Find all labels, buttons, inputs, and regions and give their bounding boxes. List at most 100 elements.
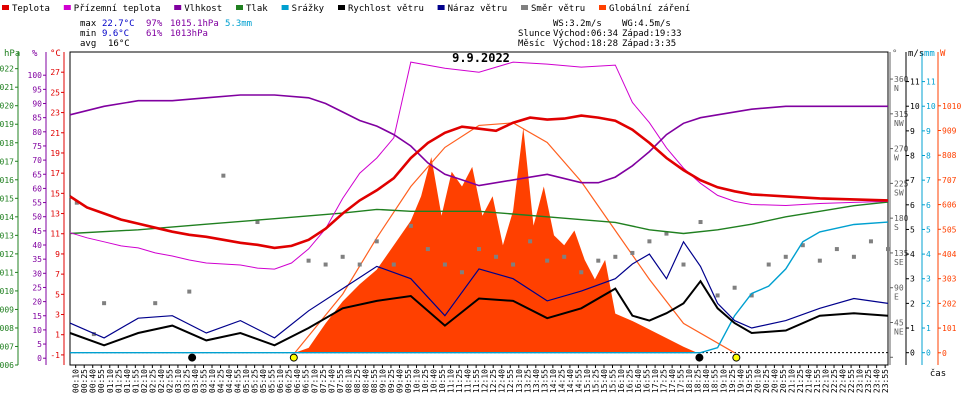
x-tick-label-89: 22:25 — [830, 369, 839, 393]
x-tick-label-32: 08:10 — [344, 369, 353, 393]
x-tick-label-5: 01:25 — [114, 369, 123, 393]
stats-max-press: 1015.1hPa — [170, 19, 219, 29]
wind-direction-point-29 — [681, 262, 686, 267]
x-tick-label-59: 14:55 — [574, 369, 583, 393]
left-tick-label-1-20: 100 — [28, 71, 43, 80]
left-axis-unit-2: °C — [50, 49, 61, 59]
x-tick-label-25: 06:25 — [285, 369, 294, 393]
x-tick-label-36: 09:10 — [378, 369, 387, 393]
wind-direction-point-41 — [886, 247, 890, 252]
x-tick-label-41: 10:25 — [421, 369, 430, 393]
left-tick-label-1-19: 95 — [32, 85, 42, 94]
plot-area — [69, 51, 890, 366]
x-tick-label-78: 19:40 — [736, 369, 745, 393]
right-tick-label-2-10: 10 — [926, 102, 936, 111]
x-tick-label-53: 13:25 — [523, 369, 532, 393]
x-tick-label-71: 17:55 — [677, 369, 686, 393]
x-tick-label-85: 21:25 — [796, 369, 805, 393]
moon-label: Měsíc — [518, 39, 545, 49]
sun-label: Slunce — [518, 29, 551, 39]
right-tick-label-3-6: 606 — [942, 201, 957, 210]
right-tick-label-3-8: 808 — [942, 151, 957, 160]
legend-swatch-7 — [521, 5, 528, 10]
x-tick-label-81: 20:25 — [762, 369, 771, 393]
x-tick-label-91: 22:55 — [847, 369, 856, 393]
x-tick-label-40: 10:10 — [413, 369, 422, 393]
x-tick-label-66: 16:40 — [634, 369, 643, 393]
x-tick-label-57: 14:25 — [557, 369, 566, 393]
right-tick-label-1-9: 9 — [910, 127, 915, 136]
right-tick-label-3-4: 404 — [942, 250, 957, 259]
chart-title: 9.9.2022 — [452, 51, 510, 65]
wind-direction-point-5 — [221, 173, 226, 178]
right-axis-unit-1: m/s — [908, 49, 924, 59]
left-tick-label-1-9: 45 — [32, 227, 42, 236]
series-rain — [70, 221, 889, 354]
wind-direction-point-6 — [255, 220, 260, 225]
x-tick-label-8: 02:10 — [140, 369, 149, 393]
x-tick-label-77: 19:25 — [728, 369, 737, 393]
right-tick-label-1-2: 2 — [910, 299, 915, 308]
wind-direction-point-36 — [800, 243, 805, 248]
x-tick-label-72: 18:10 — [685, 369, 694, 393]
right-tick-label-3-10: 1010 — [942, 102, 961, 111]
x-tick-label-33: 08:25 — [353, 369, 362, 393]
right-tick-label-2-0: 0 — [926, 349, 931, 358]
right-tick-label-2-7: 7 — [926, 176, 931, 185]
x-tick-label-23: 05:55 — [268, 369, 277, 393]
wind-direction-point-4 — [187, 289, 192, 294]
left-tick-label-0-7: 1013 — [0, 231, 14, 240]
left-tick-label-2-3: 5 — [55, 290, 60, 299]
stats-min-press: 1013hPa — [170, 29, 208, 39]
x-tick-label-76: 19:10 — [719, 369, 728, 393]
x-tick-label-24: 06:10 — [276, 369, 285, 393]
wind-direction-point-0 — [74, 200, 79, 205]
wind-direction-point-39 — [851, 254, 856, 259]
x-tick-label-49: 12:25 — [489, 369, 498, 393]
wind-direction-point-11 — [374, 239, 379, 244]
wind-direction-point-38 — [834, 247, 839, 252]
x-tick-label-62: 15:40 — [600, 369, 609, 393]
left-tick-label-2-5: 9 — [55, 250, 60, 259]
x-tick-label-13: 03:25 — [182, 369, 191, 393]
x-tick-label-9: 02:25 — [148, 369, 157, 393]
right-axis-unit-0: ° — [892, 49, 897, 59]
left-tick-label-2-10: 19 — [50, 149, 60, 158]
right-tick-label-0-3: 135 — [894, 249, 909, 258]
x-tick-label-30: 07:40 — [327, 369, 336, 393]
wind-direction-point-25 — [613, 254, 618, 259]
series-wind-speed — [69, 279, 889, 347]
series-humidity — [69, 94, 888, 187]
x-tick-label-3: 00:55 — [97, 369, 106, 393]
series-radiation-area — [294, 127, 698, 353]
x-tick-label-11: 02:55 — [165, 369, 174, 393]
x-tick-label-93: 23:25 — [864, 369, 873, 393]
astro-markers — [188, 353, 741, 362]
legend-swatch-2 — [174, 5, 182, 10]
left-tick-label-1-13: 65 — [32, 170, 42, 179]
series-ground-temperature — [69, 61, 889, 270]
right-tick-label-3-9: 909 — [942, 126, 957, 135]
right-tick-label-3-1: 101 — [942, 324, 957, 333]
left-tick-label-0-9: 1015 — [0, 194, 14, 203]
x-tick-label-68: 17:10 — [651, 369, 660, 393]
wind-direction-point-14 — [425, 247, 430, 252]
right-tick-label-2-2: 2 — [926, 299, 931, 308]
right-tick-label-2-11: 11 — [926, 78, 936, 87]
right-tick-label-3-5: 505 — [942, 225, 957, 234]
sunset-time: Západ:19:33 — [622, 29, 682, 39]
x-tick-label-52: 13:10 — [515, 369, 524, 393]
left-tick-label-1-1: 5 — [37, 340, 42, 349]
right-tick-label-0-7: 315 — [894, 110, 909, 119]
left-tick-label-1-0: 0 — [37, 354, 42, 363]
x-tick-label-84: 21:10 — [787, 369, 796, 393]
x-tick-label-10: 02:40 — [157, 369, 166, 393]
legend-swatch-6 — [437, 5, 445, 10]
left-tick-label-2-2: 3 — [55, 311, 60, 320]
x-tick-label-79: 19:55 — [745, 369, 754, 393]
right-axes: °4590135180225270315360NEESESSWWNWNm/s01… — [889, 49, 961, 365]
stats-max-rain: 5.3mm — [225, 19, 252, 29]
